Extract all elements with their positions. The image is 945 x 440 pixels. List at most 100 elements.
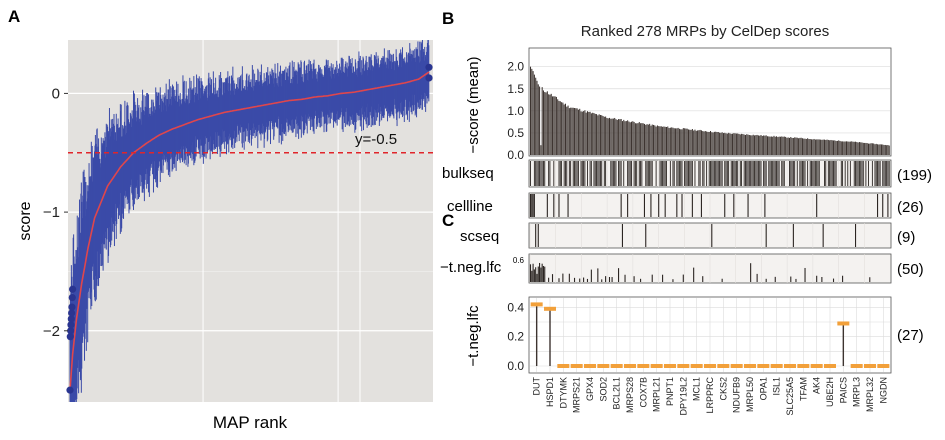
bar	[537, 84, 539, 155]
data-point	[67, 321, 75, 329]
bar	[607, 118, 609, 155]
bar	[677, 127, 679, 155]
y-tick-label: 0.0	[507, 148, 524, 162]
lollipop-head	[837, 321, 850, 326]
bar	[743, 134, 745, 155]
bar	[596, 114, 598, 155]
bar	[805, 138, 807, 155]
bar	[853, 141, 855, 155]
bar	[882, 144, 884, 155]
x-tick-label: ISL1	[772, 377, 782, 396]
bar	[631, 121, 633, 155]
panel-b-label: B	[442, 9, 454, 28]
panel-c-y-ticks: 0.0 0.2 0.4	[507, 300, 524, 373]
bar	[766, 136, 769, 155]
bar	[562, 102, 564, 155]
bar	[849, 141, 851, 155]
y-tick-label: 0.4	[507, 300, 524, 314]
bar	[624, 121, 626, 155]
bar	[687, 129, 690, 155]
bar	[712, 132, 714, 155]
bar	[836, 140, 838, 155]
panel-c-x-ticks: DUT HSPD1 DTYMK MRPS21 GPX4 SOD2 BCL2L1 MRPS28 C…	[532, 377, 889, 416]
bar	[803, 138, 805, 155]
track-count-bulkseq: (199)	[897, 167, 932, 184]
bar	[769, 136, 771, 155]
x-tick-label: OPA1	[758, 377, 768, 400]
bar	[886, 145, 888, 155]
bar	[566, 106, 568, 155]
bar	[722, 133, 724, 155]
bar	[835, 140, 837, 155]
bar	[746, 134, 748, 155]
bar	[816, 139, 818, 155]
bar	[747, 134, 749, 155]
bar	[778, 136, 780, 155]
bar	[801, 138, 803, 155]
bar	[790, 137, 792, 155]
bar	[698, 130, 700, 155]
bar	[888, 145, 890, 155]
bar	[634, 123, 636, 155]
track-tneglfc-tick: 0.6	[513, 256, 525, 265]
bar	[820, 139, 822, 155]
track-count-scseq: (9)	[897, 229, 915, 246]
bar	[880, 144, 882, 155]
bar	[844, 141, 846, 155]
y-tick-label: 0.2	[507, 330, 524, 344]
bar	[628, 121, 630, 155]
x-tick-label: HSPD1	[545, 377, 555, 407]
bar	[601, 115, 603, 155]
bar	[636, 123, 638, 155]
lollipop-head	[877, 364, 890, 368]
bar	[785, 136, 787, 155]
bar	[693, 130, 695, 155]
bar	[825, 139, 827, 155]
bar	[567, 105, 569, 155]
track-label-tneglfc: −t.neg.lfc	[440, 259, 502, 276]
bar	[684, 128, 686, 155]
bar	[716, 132, 718, 155]
bar	[834, 140, 836, 155]
bar	[827, 139, 829, 155]
bar	[640, 123, 642, 155]
bar	[839, 140, 841, 155]
bar	[612, 118, 614, 155]
bar	[748, 134, 750, 155]
bar	[608, 117, 611, 155]
data-point	[66, 333, 74, 341]
bar	[583, 111, 585, 155]
bar	[831, 140, 833, 155]
y-tick-label: 0.0	[507, 359, 524, 373]
bar	[772, 136, 774, 155]
lollipop-head	[610, 364, 623, 368]
data-point	[68, 309, 76, 317]
bar	[808, 139, 810, 155]
lollipop-head	[757, 364, 770, 368]
lollipop-head	[770, 364, 783, 368]
lollipop-head	[544, 306, 556, 311]
bar	[589, 111, 591, 155]
bar	[851, 141, 853, 155]
bar	[659, 126, 661, 155]
bar	[843, 141, 845, 155]
bar	[559, 101, 561, 155]
bar	[581, 111, 583, 155]
bar	[799, 137, 801, 155]
panel-c-label: C	[442, 211, 454, 230]
bar	[593, 113, 595, 155]
bar	[623, 119, 625, 155]
bar	[531, 68, 533, 155]
bar	[691, 129, 693, 155]
bar	[782, 136, 784, 155]
bar	[871, 143, 873, 155]
bar	[590, 113, 592, 155]
bar	[585, 112, 587, 155]
bar	[858, 142, 860, 155]
bar	[717, 131, 719, 155]
bar	[564, 103, 566, 155]
track-count-cellline: (26)	[897, 199, 924, 216]
bar	[694, 129, 696, 155]
x-tick-label: DUT	[532, 377, 542, 396]
data-point	[425, 74, 433, 82]
